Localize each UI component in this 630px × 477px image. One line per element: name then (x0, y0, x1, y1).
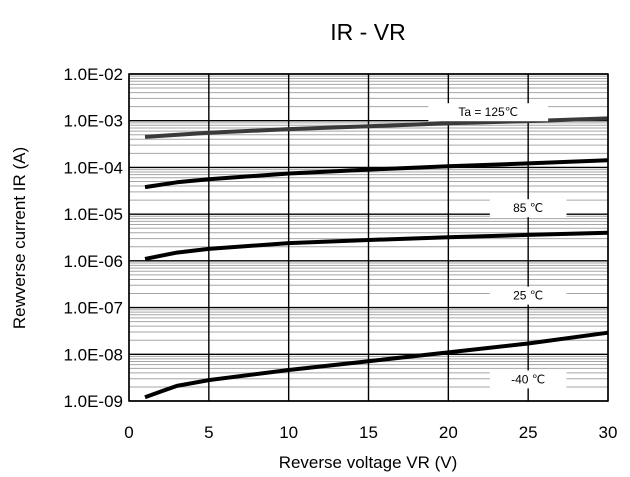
y-axis-label: Rewverse current IR (A) (10, 147, 29, 329)
chart-title: IR - VR (330, 19, 405, 45)
series-labels: Ta = 125℃ 85 ℃ 25 ℃ -40 ℃ (428, 103, 567, 389)
series-label-box (489, 199, 567, 218)
series-label-box (489, 286, 567, 305)
y-tick-label: 1.0E-04 (63, 158, 123, 177)
x-axis-label: Reverse voltage VR (V) (279, 453, 458, 472)
y-tick-label: 1.0E-03 (63, 112, 123, 131)
x-tick-label: 20 (439, 423, 458, 442)
x-tick-label: 30 (599, 423, 618, 442)
x-tick-label: 25 (519, 423, 538, 442)
series-lines (144, 116, 609, 400)
x-axis-ticks: 0 5 10 15 20 25 30 (124, 423, 617, 442)
y-tick-label: 1.0E-07 (63, 299, 123, 318)
grid (128, 73, 609, 402)
series-label: 85 ℃ (513, 201, 543, 215)
series-line (144, 158, 609, 190)
series-label-box (428, 103, 549, 122)
x-tick-label: 0 (124, 423, 133, 442)
series-line (144, 230, 609, 261)
y-tick-label: 1.0E-09 (63, 392, 123, 411)
x-tick-label: 5 (204, 423, 213, 442)
series-label: -40 ℃ (511, 372, 545, 386)
y-axis-ticks: 1.0E-09 1.0E-08 1.0E-07 1.0E-06 1.0E-05 1.0E-… (63, 65, 123, 411)
series-label: 25 ℃ (513, 289, 543, 303)
series-label: Ta = 125℃ (458, 105, 518, 119)
y-tick-label: 1.0E-08 (63, 345, 123, 364)
y-tick-label: 1.0E-02 (63, 65, 123, 84)
x-tick-label: 10 (279, 423, 298, 442)
plot-frame (128, 73, 609, 402)
x-tick-label: 15 (359, 423, 378, 442)
series-label-box (489, 370, 567, 389)
y-tick-label: 1.0E-05 (63, 205, 123, 224)
y-tick-label: 1.0E-06 (63, 252, 123, 271)
series-line (144, 330, 609, 400)
